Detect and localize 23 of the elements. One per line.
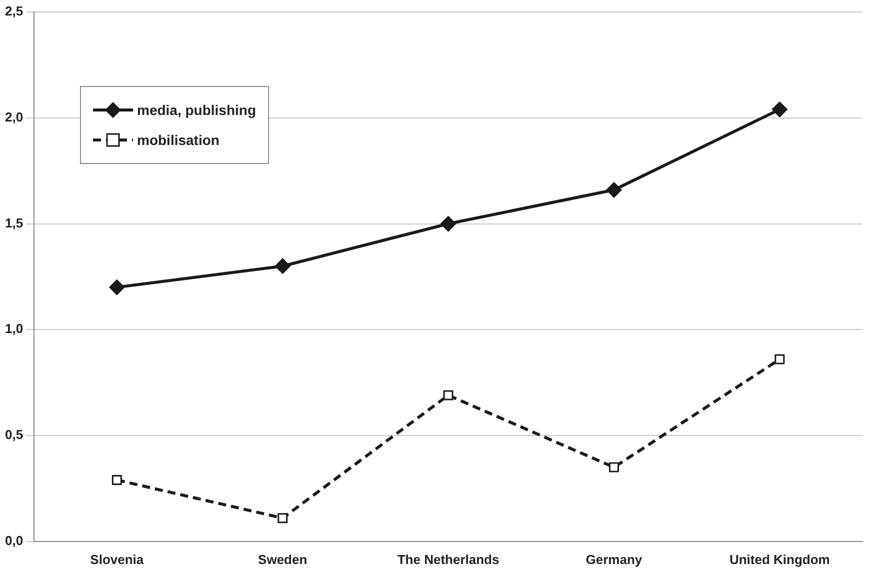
point [774,354,785,364]
y-tick-label: 2,0 [4,109,24,124]
point [606,182,622,198]
y-tick-label: 0,0 [4,532,24,548]
point [112,474,122,485]
y-tick-label: 2,5 [4,4,24,19]
legend-label: media, publishing [137,102,256,118]
point [608,462,619,472]
legend-label: mobilisation [137,132,220,148]
point [440,216,456,232]
point [109,280,125,296]
y-tick-label: 1,5 [4,215,24,230]
point [278,513,288,524]
y-tick-label: 1,0 [4,321,24,336]
y-tick-label: 0,5 [4,427,24,442]
x-tick-label: Slovenia [90,552,144,567]
x-tick-label: United Kingdom [729,552,830,567]
point [772,102,788,118]
x-tick-label: Germany [586,552,643,567]
x-tick-label: Sweden [258,552,308,567]
point [443,390,454,400]
point [274,258,290,274]
x-tick-label: The Netherlands [397,552,500,567]
